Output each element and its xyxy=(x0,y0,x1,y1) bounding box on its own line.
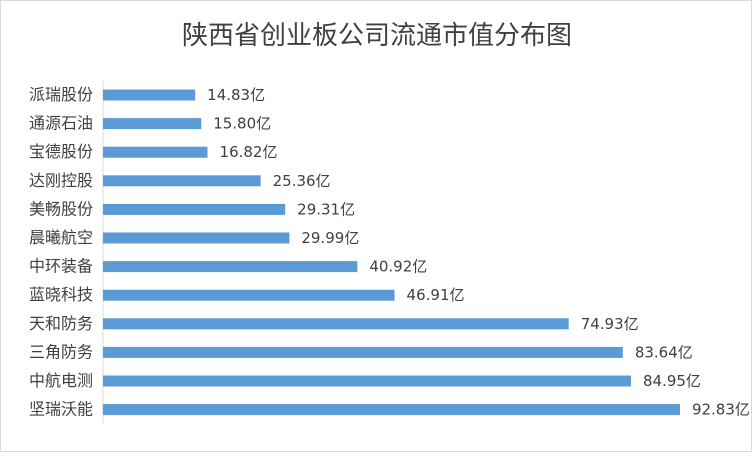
category-label: 宝德股份 xyxy=(29,142,93,161)
category-label: 坚瑞沃能 xyxy=(29,400,93,419)
category-label: 派瑞股份 xyxy=(29,85,93,104)
category-label: 天和防务 xyxy=(29,314,93,333)
data-label: 25.36亿 xyxy=(273,172,331,190)
category-label: 中航电测 xyxy=(29,371,93,390)
category-label: 达刚控股 xyxy=(29,171,93,190)
bar xyxy=(103,261,358,273)
data-label: 29.99亿 xyxy=(301,229,359,247)
data-label: 46.91亿 xyxy=(407,286,465,304)
data-label: 29.31亿 xyxy=(297,200,355,218)
data-label: 92.83亿 xyxy=(692,401,750,419)
bar xyxy=(103,232,290,244)
category-label: 中环装备 xyxy=(29,257,93,276)
bar xyxy=(103,118,202,130)
bar xyxy=(103,89,196,101)
data-label: 83.64亿 xyxy=(635,343,693,361)
category-label: 晨曦航空 xyxy=(29,228,93,247)
bar xyxy=(103,289,395,301)
chart-title: 陕西省创业板公司流通市值分布图 xyxy=(181,21,572,51)
data-label: 40.92亿 xyxy=(369,258,427,276)
data-label: 14.83亿 xyxy=(207,86,265,104)
bar xyxy=(103,203,286,215)
category-label: 通源石油 xyxy=(29,114,93,133)
category-label: 蓝晓科技 xyxy=(29,285,93,304)
bar xyxy=(103,175,261,187)
bar xyxy=(103,146,208,158)
bar xyxy=(103,318,569,330)
bar xyxy=(103,346,623,358)
bar xyxy=(103,375,631,387)
bar xyxy=(103,404,680,416)
category-label: 三角防务 xyxy=(29,342,93,361)
data-label: 16.82亿 xyxy=(220,143,278,161)
data-label: 15.80亿 xyxy=(213,115,271,133)
category-label: 美畅股份 xyxy=(29,199,93,218)
data-label: 74.93亿 xyxy=(581,315,639,333)
data-label: 84.95亿 xyxy=(643,372,701,390)
